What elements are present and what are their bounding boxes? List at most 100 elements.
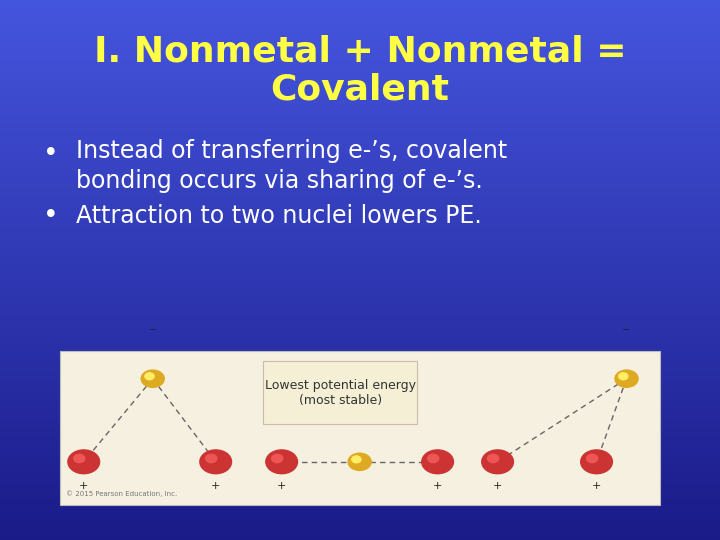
Bar bbox=[0, 122, 720, 124]
Bar bbox=[0, 446, 720, 448]
Bar bbox=[0, 300, 720, 302]
Bar bbox=[0, 135, 720, 138]
Bar bbox=[0, 535, 720, 537]
Bar bbox=[0, 518, 720, 521]
Bar bbox=[0, 92, 720, 94]
Circle shape bbox=[200, 450, 232, 474]
Bar bbox=[0, 235, 720, 238]
Bar bbox=[0, 132, 720, 135]
Bar bbox=[0, 22, 720, 24]
Bar bbox=[0, 424, 720, 427]
Bar bbox=[0, 81, 720, 84]
Bar bbox=[0, 254, 720, 256]
Bar bbox=[0, 394, 720, 397]
Circle shape bbox=[618, 373, 628, 380]
Bar bbox=[0, 24, 720, 27]
Bar bbox=[0, 491, 720, 494]
Bar bbox=[0, 197, 720, 200]
Circle shape bbox=[206, 454, 217, 463]
Bar bbox=[0, 378, 720, 381]
Bar bbox=[0, 427, 720, 429]
Bar bbox=[0, 0, 720, 3]
Bar bbox=[0, 43, 720, 46]
Bar bbox=[0, 259, 720, 262]
Bar bbox=[0, 429, 720, 432]
Bar bbox=[0, 467, 720, 470]
Circle shape bbox=[266, 450, 297, 474]
Bar bbox=[0, 224, 720, 227]
Text: bonding occurs via sharing of e-’s.: bonding occurs via sharing of e-’s. bbox=[76, 169, 482, 193]
Circle shape bbox=[581, 450, 613, 474]
Bar bbox=[0, 256, 720, 259]
Bar bbox=[0, 265, 720, 267]
Bar bbox=[0, 346, 720, 348]
Bar bbox=[0, 192, 720, 194]
Bar bbox=[0, 532, 720, 535]
Circle shape bbox=[271, 454, 283, 463]
Circle shape bbox=[422, 450, 454, 474]
Bar bbox=[0, 440, 720, 443]
Bar bbox=[0, 278, 720, 281]
Bar bbox=[0, 413, 720, 416]
Bar bbox=[0, 219, 720, 221]
Text: © 2015 Pearson Education, Inc.: © 2015 Pearson Education, Inc. bbox=[66, 491, 177, 497]
Bar bbox=[0, 386, 720, 389]
Bar bbox=[0, 338, 720, 340]
Text: −: − bbox=[356, 408, 364, 418]
Bar bbox=[0, 335, 720, 338]
Bar bbox=[0, 113, 720, 116]
Bar bbox=[0, 313, 720, 316]
Bar bbox=[0, 370, 720, 373]
Bar bbox=[0, 410, 720, 413]
Text: −: − bbox=[148, 325, 157, 335]
Bar bbox=[0, 5, 720, 8]
Bar bbox=[0, 124, 720, 127]
Bar bbox=[0, 354, 720, 356]
Bar bbox=[0, 119, 720, 122]
Bar bbox=[0, 500, 720, 502]
Bar bbox=[0, 454, 720, 456]
Bar bbox=[0, 478, 720, 481]
Bar bbox=[0, 51, 720, 54]
Bar bbox=[0, 246, 720, 248]
Bar bbox=[0, 159, 720, 162]
Bar bbox=[0, 332, 720, 335]
Circle shape bbox=[487, 454, 499, 463]
Bar bbox=[0, 78, 720, 81]
Bar bbox=[0, 464, 720, 467]
Bar bbox=[0, 362, 720, 364]
Bar bbox=[0, 416, 720, 418]
Bar bbox=[0, 267, 720, 270]
Bar bbox=[0, 505, 720, 508]
Bar bbox=[0, 397, 720, 400]
Bar bbox=[0, 400, 720, 402]
Bar bbox=[0, 481, 720, 483]
Bar bbox=[0, 483, 720, 486]
Bar bbox=[0, 173, 720, 176]
Bar bbox=[0, 105, 720, 108]
Bar bbox=[0, 524, 720, 526]
Bar bbox=[0, 162, 720, 165]
Bar bbox=[0, 383, 720, 386]
Bar bbox=[0, 138, 720, 140]
Bar bbox=[0, 170, 720, 173]
Bar bbox=[0, 194, 720, 197]
Bar bbox=[0, 27, 720, 30]
Bar bbox=[0, 176, 720, 178]
FancyBboxPatch shape bbox=[263, 361, 417, 424]
Bar bbox=[0, 57, 720, 59]
Bar bbox=[0, 213, 720, 216]
Bar bbox=[0, 392, 720, 394]
Bar bbox=[0, 327, 720, 329]
Bar bbox=[0, 319, 720, 321]
Bar bbox=[0, 73, 720, 76]
Bar bbox=[0, 281, 720, 284]
Bar bbox=[0, 373, 720, 375]
Bar bbox=[0, 165, 720, 167]
Bar bbox=[0, 84, 720, 86]
Bar bbox=[0, 186, 720, 189]
Bar bbox=[0, 275, 720, 278]
Circle shape bbox=[348, 453, 372, 470]
Bar bbox=[0, 62, 720, 65]
Bar bbox=[0, 451, 720, 454]
